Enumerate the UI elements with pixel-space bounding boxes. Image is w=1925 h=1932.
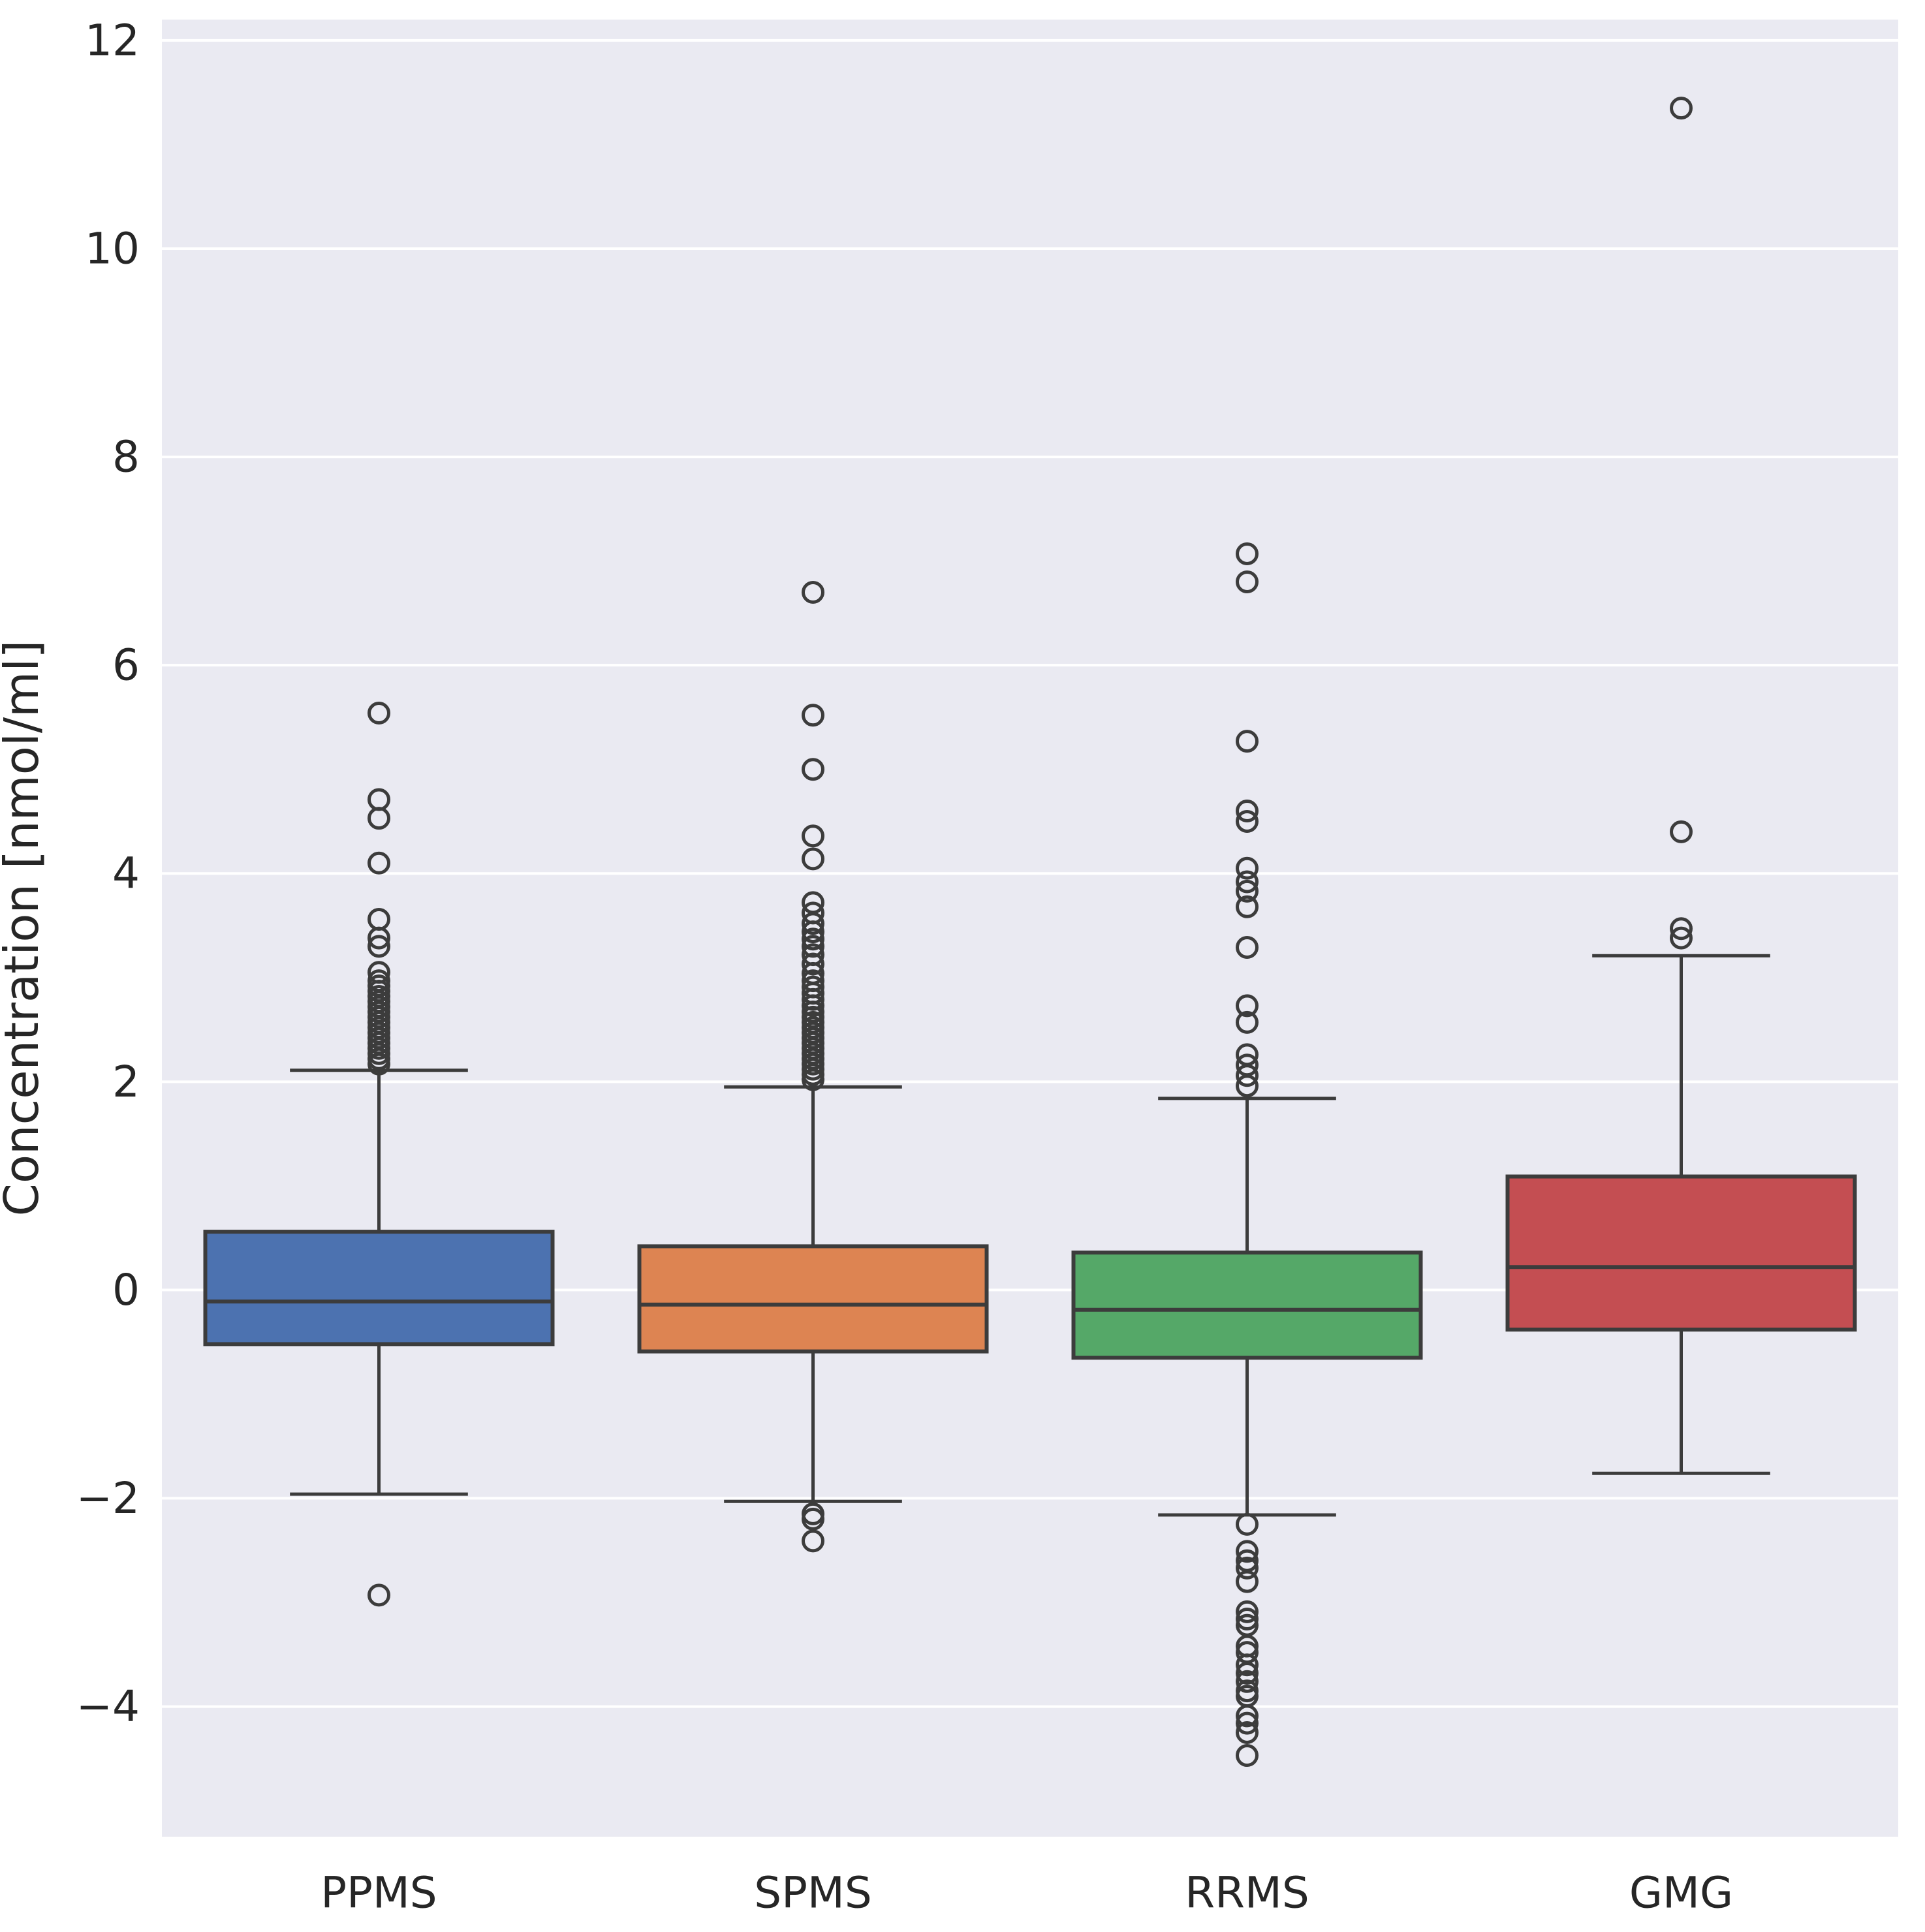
outlier-point-rrms xyxy=(1236,1721,1259,1744)
outlier-point-spms xyxy=(802,847,824,871)
outlier-point-spms xyxy=(802,1529,824,1553)
y-tick-label: 0 xyxy=(112,1265,140,1315)
outlier-point-rrms xyxy=(1236,1662,1259,1685)
outlier-point-ppms xyxy=(368,1583,390,1607)
outlier-point-spms xyxy=(802,920,824,944)
outlier-point-rrms xyxy=(1236,800,1259,823)
outlier-point-rrms xyxy=(1236,1600,1259,1623)
y-tick-label: 8 xyxy=(112,432,140,482)
outlier-point-gmg xyxy=(1670,820,1693,843)
outlier-point-spms xyxy=(802,1507,824,1531)
outlier-point-rrms xyxy=(1236,870,1259,894)
outlier-point-ppms xyxy=(368,1052,390,1076)
outlier-point-spms xyxy=(802,912,824,935)
outlier-point-spms xyxy=(802,935,824,958)
y-tick-label: 10 xyxy=(85,223,140,273)
outlier-point-spms xyxy=(802,1068,824,1091)
outlier-point-rrms xyxy=(1236,1074,1259,1098)
outlier-point-rrms xyxy=(1236,879,1259,903)
outlier-point-spms xyxy=(802,580,824,604)
outlier-point-ppms xyxy=(368,807,390,830)
outlier-point-rrms xyxy=(1236,1744,1259,1768)
y-tick-label: 4 xyxy=(112,849,140,899)
x-tick-label-gmg: GMG xyxy=(1629,1868,1733,1918)
outlier-point-rrms xyxy=(1236,994,1259,1018)
outlier-point-gmg xyxy=(1670,917,1693,941)
x-tick-label-rrms: RRMS xyxy=(1185,1868,1309,1918)
outlier-point-rrms xyxy=(1236,1010,1259,1034)
outlier-point-rrms xyxy=(1236,1670,1259,1693)
outlier-point-rrms xyxy=(1236,542,1259,565)
box-spms xyxy=(637,1244,989,1354)
outlier-point-spms xyxy=(802,758,824,781)
outlier-point-ppms xyxy=(368,702,390,725)
outlier-point-rrms xyxy=(1236,1608,1259,1631)
outlier-point-rrms xyxy=(1236,809,1259,833)
outlier-point-gmg xyxy=(1670,926,1693,950)
outlier-point-ppms xyxy=(368,926,390,950)
outlier-point-rrms xyxy=(1236,1704,1259,1728)
outlier-point-rrms xyxy=(1236,730,1259,753)
outlier-point-spms xyxy=(802,952,824,976)
outlier-point-rrms xyxy=(1236,936,1259,959)
outlier-point-rrms xyxy=(1236,1653,1259,1677)
outlier-point-spms xyxy=(802,927,824,951)
outlier-point-ppms xyxy=(368,851,390,875)
outlier-point-gmg xyxy=(1670,97,1693,120)
x-tick-label-spms: SPMS xyxy=(754,1868,872,1918)
outlier-point-rrms xyxy=(1236,1064,1259,1087)
y-tick-label: −4 xyxy=(76,1681,140,1732)
plot-area xyxy=(162,20,1898,1837)
outlier-point-spms xyxy=(802,988,824,1011)
outlier-point-rrms xyxy=(1236,856,1259,880)
y-tick-label: 12 xyxy=(85,15,140,65)
outlier-point-rrms xyxy=(1236,1570,1259,1593)
outlier-point-rrms xyxy=(1236,895,1259,918)
box-rrms xyxy=(1071,1250,1423,1360)
y-tick-label: 2 xyxy=(112,1057,140,1107)
outlier-point-rrms xyxy=(1236,570,1259,594)
box-gmg xyxy=(1505,1174,1857,1332)
outlier-point-spms xyxy=(802,994,824,1018)
y-tick-label: −2 xyxy=(76,1473,140,1523)
y-tick-label: 6 xyxy=(112,640,140,691)
outlier-point-ppms xyxy=(368,935,390,958)
outlier-point-rrms xyxy=(1236,1711,1259,1735)
outlier-point-rrms xyxy=(1236,1512,1259,1536)
y-axis-title: Concentration [nmol/ml] xyxy=(0,640,49,1217)
outlier-point-spms xyxy=(802,704,824,727)
box-ppms xyxy=(203,1230,555,1347)
x-tick-label-ppms: PPMS xyxy=(321,1868,437,1918)
outlier-point-rrms xyxy=(1236,1540,1259,1563)
outlier-point-spms xyxy=(802,824,824,848)
outlier-point-rrms xyxy=(1236,1556,1259,1580)
